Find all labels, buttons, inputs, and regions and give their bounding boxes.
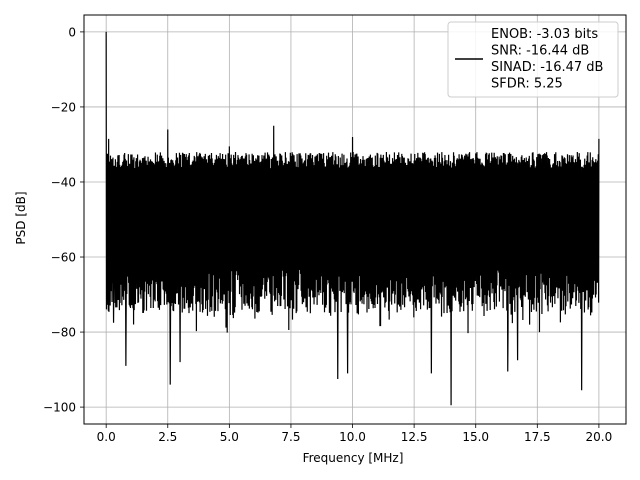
y-axis-label: PSD [dB] [14,191,28,244]
x-tick-label: 20.0 [586,430,613,444]
x-tick-label: 12.5 [401,430,428,444]
y-tick-label: −60 [51,251,76,265]
x-axis-ticks: 0.0 2.5 5.0 7.5 10.0 12.5 15.0 17.5 20.0 [97,424,613,444]
legend-entry-line: SFDR: 5.25 [491,77,563,92]
x-tick-label: 2.5 [158,430,177,444]
x-tick-label: 0.0 [97,430,116,444]
x-tick-label: 17.5 [524,430,551,444]
plot-area [105,31,600,406]
x-tick-label: 10.0 [339,430,366,444]
x-axis-label: Frequency [MHz] [303,451,404,465]
axes-frame [83,14,627,425]
x-tick-label: 7.5 [281,430,300,444]
legend-entry-line: SINAD: -16.47 dB [491,60,603,75]
y-tick-label: −80 [51,326,76,340]
legend-entry-line: SNR: -16.44 dB [491,44,589,59]
y-tick-label: −40 [51,175,76,189]
series-line [105,31,600,406]
legend-entry-line: ENOB: -3.03 bits [491,27,598,42]
legend-box [447,21,619,98]
y-tick-label: −100 [43,401,76,415]
y-tick-label: −20 [51,100,76,114]
y-tick-label: 0 [68,25,76,39]
x-tick-label: 5.0 [220,430,239,444]
y-axis-ticks: 0 −20 −40 −60 −80 −100 [43,25,84,415]
x-tick-label: 15.0 [462,430,489,444]
